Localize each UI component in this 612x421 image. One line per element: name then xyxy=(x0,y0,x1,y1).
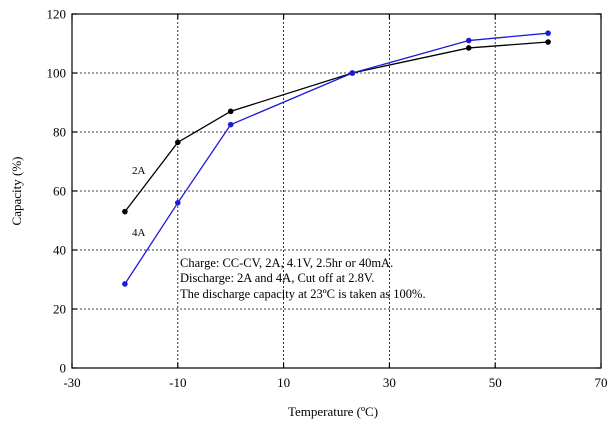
y-tick-label-4: 80 xyxy=(53,125,66,140)
x-tick-label-5: 70 xyxy=(595,375,608,390)
note-line-discharge: Discharge: 2A and 4A, Cut off at 2.8V. xyxy=(180,271,374,285)
data-point-4a-3 xyxy=(349,70,356,76)
data-point-4a-5 xyxy=(545,30,551,36)
x-tick-label-2: 10 xyxy=(277,375,290,390)
data-point-4a-2 xyxy=(227,121,234,128)
data-point-2a-0 xyxy=(122,208,128,215)
data-point-2a-5 xyxy=(545,39,551,45)
axes-layer: -30 -10 10 30 50 70 0 20 40 60 80 100 120 xyxy=(47,7,608,391)
series-line-4a xyxy=(124,32,549,285)
y-tick-label-3: 60 xyxy=(53,184,66,199)
series-layer xyxy=(122,30,551,287)
test-conditions-note: Charge: CC-CV, 2A, 4.1V, 2.5hr or 40mA. … xyxy=(180,256,426,301)
note-line-charge: Charge: CC-CV, 2A, 4.1V, 2.5hr or 40mA. xyxy=(180,256,393,270)
note-line-reference: The discharge capacity at 23ºC is taken … xyxy=(180,287,426,301)
data-point-2a-1 xyxy=(175,139,181,146)
data-point-4a-4 xyxy=(465,37,472,44)
x-tick-label-3: 30 xyxy=(383,375,396,390)
x-tick-label-4: 50 xyxy=(489,375,502,390)
x-tick-label-0: -30 xyxy=(63,375,80,390)
data-point-4a-1 xyxy=(175,200,181,206)
y-tick-label-2: 40 xyxy=(53,243,66,258)
data-point-2a-4 xyxy=(465,45,472,51)
data-point-2a-2 xyxy=(227,108,234,115)
x-tick-label-1: -10 xyxy=(169,375,186,390)
data-point-4a-0 xyxy=(122,281,128,287)
y-tick-label-6: 120 xyxy=(47,7,67,22)
y-tick-label-5: 100 xyxy=(47,66,67,81)
grid-layer xyxy=(72,14,601,368)
y-axis-title: Capacity (%) xyxy=(9,157,24,226)
series-line-2a xyxy=(124,41,549,213)
series-label-4a: 4A xyxy=(132,227,146,239)
y-tick-label-1: 20 xyxy=(53,302,66,317)
y-tick-label-0: 0 xyxy=(60,361,67,376)
x-axis-title: Temperature (ºC) xyxy=(288,404,378,419)
series-label-2a: 2A xyxy=(132,165,146,177)
